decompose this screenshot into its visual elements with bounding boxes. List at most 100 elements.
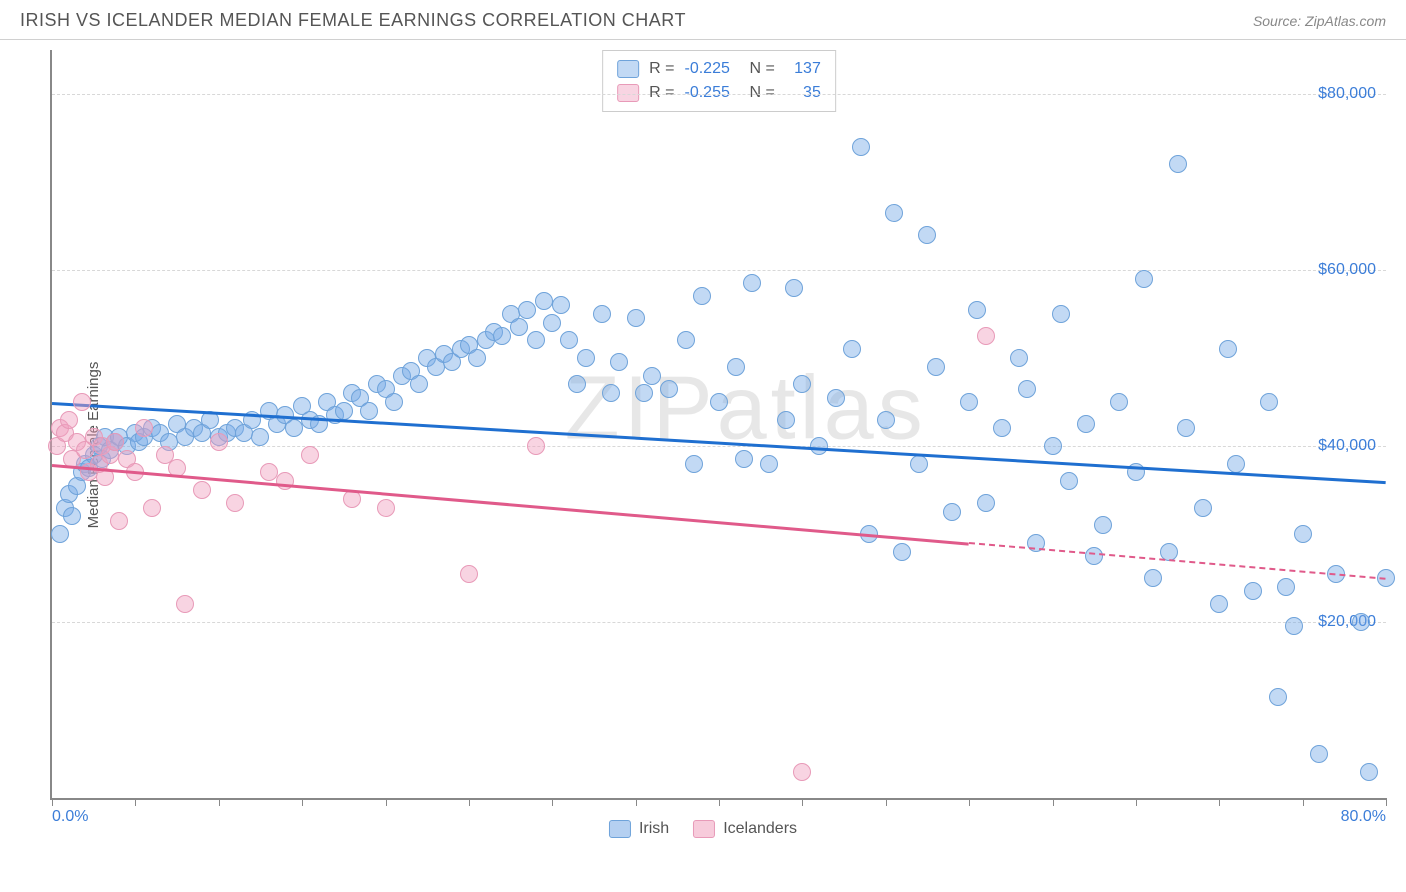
scatter-point xyxy=(727,358,745,376)
scatter-point xyxy=(1144,569,1162,587)
x-tick xyxy=(135,798,136,806)
scatter-point xyxy=(260,463,278,481)
scatter-point xyxy=(568,375,586,393)
scatter-point xyxy=(518,301,536,319)
scatter-point xyxy=(610,353,628,371)
scatter-point xyxy=(885,204,903,222)
scatter-point xyxy=(106,433,124,451)
scatter-point xyxy=(1052,305,1070,323)
trend-line xyxy=(52,464,969,546)
scatter-point xyxy=(993,419,1011,437)
y-tick-label: $40,000 xyxy=(1318,437,1376,455)
scatter-point xyxy=(893,543,911,561)
scatter-point xyxy=(1169,155,1187,173)
scatter-point xyxy=(693,287,711,305)
chart-source: Source: ZipAtlas.com xyxy=(1253,13,1386,29)
scatter-point xyxy=(1135,270,1153,288)
grid-line xyxy=(52,622,1386,623)
scatter-point xyxy=(635,384,653,402)
scatter-point xyxy=(1219,340,1237,358)
scatter-point xyxy=(643,367,661,385)
scatter-point xyxy=(1044,437,1062,455)
scatter-point xyxy=(1285,617,1303,635)
scatter-point xyxy=(968,301,986,319)
legend-label: Irish xyxy=(639,820,669,838)
scatter-point xyxy=(285,419,303,437)
scatter-point xyxy=(493,327,511,345)
scatter-point xyxy=(910,455,928,473)
scatter-point xyxy=(1094,516,1112,534)
scatter-point xyxy=(1010,349,1028,367)
stat-n-value: 137 xyxy=(785,57,821,81)
chart-container: Median Female Earnings ZIPatlas R =-0.22… xyxy=(0,40,1406,850)
scatter-point xyxy=(543,314,561,332)
scatter-point xyxy=(1360,763,1378,781)
scatter-point xyxy=(1077,415,1095,433)
scatter-point xyxy=(410,375,428,393)
scatter-point xyxy=(193,481,211,499)
grid-line xyxy=(52,94,1386,95)
scatter-point xyxy=(810,437,828,455)
x-tick xyxy=(1136,798,1137,806)
scatter-point xyxy=(535,292,553,310)
chart-header: IRISH VS ICELANDER MEDIAN FEMALE EARNING… xyxy=(0,0,1406,40)
stat-r-value: -0.255 xyxy=(685,81,740,105)
scatter-point xyxy=(777,411,795,429)
legend-label: Icelanders xyxy=(723,820,797,838)
scatter-point xyxy=(577,349,595,367)
scatter-point xyxy=(1210,595,1228,613)
scatter-point xyxy=(360,402,378,420)
scatter-point xyxy=(51,525,69,543)
scatter-point xyxy=(110,512,128,530)
legend-swatch xyxy=(609,820,631,838)
stat-n-label: N = xyxy=(750,57,775,81)
scatter-point xyxy=(63,507,81,525)
scatter-point xyxy=(602,384,620,402)
x-tick xyxy=(386,798,387,806)
scatter-point xyxy=(527,437,545,455)
chart-title: IRISH VS ICELANDER MEDIAN FEMALE EARNING… xyxy=(20,10,686,31)
scatter-point xyxy=(852,138,870,156)
y-tick-label: $80,000 xyxy=(1318,85,1376,103)
stats-row: R =-0.255N =35 xyxy=(617,81,821,105)
scatter-point xyxy=(760,455,778,473)
x-tick xyxy=(719,798,720,806)
stats-row: R =-0.225N =137 xyxy=(617,57,821,81)
scatter-point xyxy=(677,331,695,349)
scatter-point xyxy=(627,309,645,327)
legend-swatch xyxy=(617,84,639,102)
scatter-point xyxy=(560,331,578,349)
correlation-stats-box: R =-0.225N =137R =-0.255N =35 xyxy=(602,50,836,112)
scatter-point xyxy=(743,274,761,292)
x-tick xyxy=(636,798,637,806)
scatter-point xyxy=(527,331,545,349)
scatter-point xyxy=(301,446,319,464)
x-tick xyxy=(802,798,803,806)
plot-area: ZIPatlas R =-0.225N =137R =-0.255N =35 $… xyxy=(50,50,1386,800)
scatter-point xyxy=(335,402,353,420)
x-tick xyxy=(302,798,303,806)
scatter-point xyxy=(977,327,995,345)
scatter-point xyxy=(210,433,228,451)
scatter-point xyxy=(593,305,611,323)
grid-line xyxy=(52,270,1386,271)
x-tick xyxy=(52,798,53,806)
scatter-point xyxy=(552,296,570,314)
x-max-label: 80.0% xyxy=(1341,808,1386,826)
scatter-point xyxy=(1194,499,1212,517)
y-tick-label: $60,000 xyxy=(1318,261,1376,279)
scatter-point xyxy=(377,499,395,517)
legend-swatch xyxy=(617,60,639,78)
scatter-point xyxy=(385,393,403,411)
scatter-point xyxy=(60,411,78,429)
scatter-point xyxy=(251,428,269,446)
scatter-point xyxy=(510,318,528,336)
x-tick xyxy=(1386,798,1387,806)
scatter-point xyxy=(685,455,703,473)
scatter-point xyxy=(1060,472,1078,490)
scatter-point xyxy=(1277,578,1295,596)
scatter-point xyxy=(1018,380,1036,398)
scatter-point xyxy=(960,393,978,411)
scatter-point xyxy=(73,393,91,411)
x-min-label: 0.0% xyxy=(52,808,88,826)
